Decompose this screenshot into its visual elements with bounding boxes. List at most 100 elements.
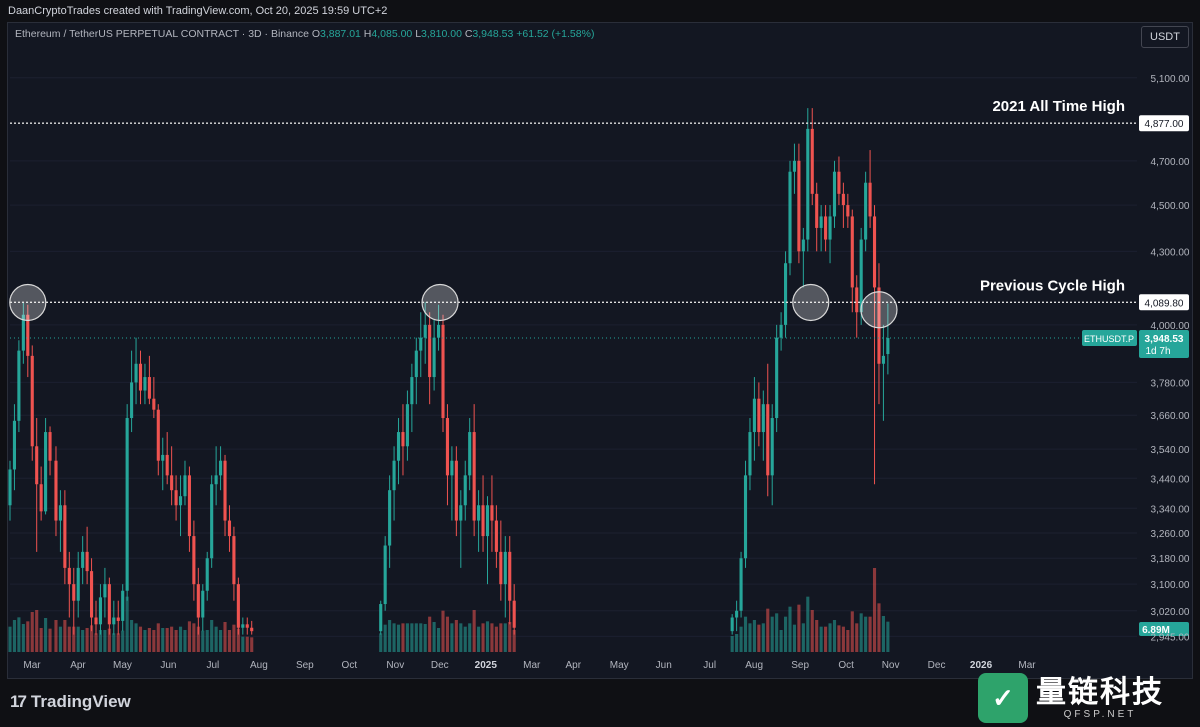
volume-bar	[392, 623, 396, 652]
volume-bar	[739, 626, 743, 652]
time-tick-label: Nov	[386, 660, 404, 671]
volume-bar	[792, 624, 797, 652]
time-tick-label: 2026	[970, 660, 993, 671]
volume-bar	[881, 616, 885, 652]
volume-bar	[419, 623, 423, 652]
candle-body	[481, 505, 485, 537]
volume-bar	[454, 620, 458, 652]
volume-bar	[30, 612, 34, 652]
time-tick-label: Jun	[160, 660, 176, 671]
candle-body	[824, 216, 828, 240]
volume-bar	[459, 623, 463, 652]
candle-body	[477, 505, 481, 521]
candle-body	[48, 432, 52, 461]
time-tick-label: Aug	[745, 660, 763, 671]
price-tick-label: 3,440.00	[1151, 474, 1190, 485]
countdown-label: 1d 7h	[1145, 346, 1170, 357]
brand-name: TradingView	[30, 692, 131, 711]
candle-body	[245, 624, 249, 628]
price-tick-label: 3,020.00	[1151, 607, 1190, 618]
candle-body	[841, 193, 845, 206]
highlight-circle	[9, 283, 47, 322]
tradingview-logo[interactable]: 17 TradingView	[10, 692, 131, 712]
candle-body	[174, 490, 178, 506]
time-tick-label: Oct	[838, 660, 854, 671]
candle-body	[872, 216, 877, 288]
volume-bar	[383, 624, 387, 652]
time-tick-label: Mar	[23, 660, 41, 671]
candle-body	[485, 505, 490, 537]
volume-bar	[8, 626, 12, 652]
high-value: 4,085.00	[371, 28, 413, 40]
candle-body	[156, 409, 160, 461]
candle-body	[410, 377, 414, 405]
price-axis[interactable]: 5,100.00 4,700.00 4,500.00 4,300.00 4,000.00…	[1151, 74, 1190, 644]
volume-bar	[414, 623, 418, 652]
volume-bar	[44, 618, 48, 652]
candle-body	[752, 398, 756, 433]
time-axis[interactable]: Mar Apr May Jun Jul Aug Sep Oct Nov Dec 2025 Mar Apr…	[23, 660, 1036, 671]
candle-body	[401, 432, 405, 447]
candle-body	[138, 363, 143, 391]
time-tick-label: Apr	[565, 660, 581, 671]
candle-body	[815, 193, 819, 228]
volume-bar	[116, 633, 120, 652]
candle-body	[423, 324, 427, 338]
symbol-tag: ETHUSDT.P	[1084, 334, 1134, 344]
candle-body	[72, 584, 76, 601]
candle-body	[219, 460, 223, 476]
change-value: +61.52 (+1.58%)	[516, 28, 595, 40]
time-tick-label: May	[610, 660, 629, 671]
candle-body	[223, 460, 227, 521]
candle-body	[76, 567, 80, 601]
volume-bar	[770, 616, 774, 652]
candle-body	[63, 505, 67, 568]
volume-bar	[94, 633, 98, 652]
volume-bar	[761, 623, 765, 652]
price-tick-label: 2,945.00	[1151, 632, 1190, 643]
low-label: L	[415, 28, 422, 40]
candle-body	[886, 338, 890, 355]
volume-bar	[67, 626, 71, 652]
volume-bar	[227, 630, 232, 652]
volume-bar	[35, 610, 39, 652]
volume-bar	[165, 628, 169, 652]
candle-body	[187, 475, 191, 537]
candle-body	[130, 382, 134, 419]
volume-bar	[477, 626, 481, 652]
candle-body	[205, 558, 209, 591]
time-tick-label: Jul	[703, 660, 716, 671]
volume-bar	[423, 624, 427, 652]
time-tick-label: Sep	[296, 660, 314, 671]
candle-body	[107, 584, 111, 625]
currency-button[interactable]: USDT	[1141, 26, 1189, 48]
candle-body	[94, 617, 98, 625]
candle-body	[797, 160, 801, 252]
candle-body	[450, 460, 454, 476]
volume-bar	[103, 630, 107, 652]
chart-credit: DaanCryptoTrades created with TradingVie…	[8, 5, 388, 17]
candle-body	[414, 350, 418, 378]
volume-bar	[192, 623, 196, 652]
candle-body	[90, 571, 94, 618]
volume-bar	[828, 623, 832, 652]
symbol-name: Ethereum / TetherUS PERPETUAL CONTRACT ·…	[15, 28, 309, 40]
symbol-legend[interactable]: Ethereum / TetherUS PERPETUAL CONTRACT ·…	[15, 28, 594, 40]
candle-body	[192, 536, 196, 585]
candle-body	[503, 551, 507, 585]
header-bar: DaanCryptoTrades created with TradingVie…	[0, 0, 1200, 22]
volume-bar	[841, 626, 845, 652]
volume-bar	[236, 628, 240, 652]
candle-body	[846, 205, 850, 217]
time-tick-label: Sep	[791, 660, 809, 671]
time-tick-label: Mar	[1018, 660, 1036, 671]
volume-bar	[58, 626, 62, 652]
volume-bar	[810, 610, 814, 652]
candle-body	[147, 377, 151, 399]
price-tick-label: 4,300.00	[1151, 247, 1190, 258]
volume-bar	[846, 630, 850, 652]
volume-bar	[490, 623, 494, 652]
grid	[10, 77, 1137, 637]
volume-bar	[450, 623, 454, 652]
